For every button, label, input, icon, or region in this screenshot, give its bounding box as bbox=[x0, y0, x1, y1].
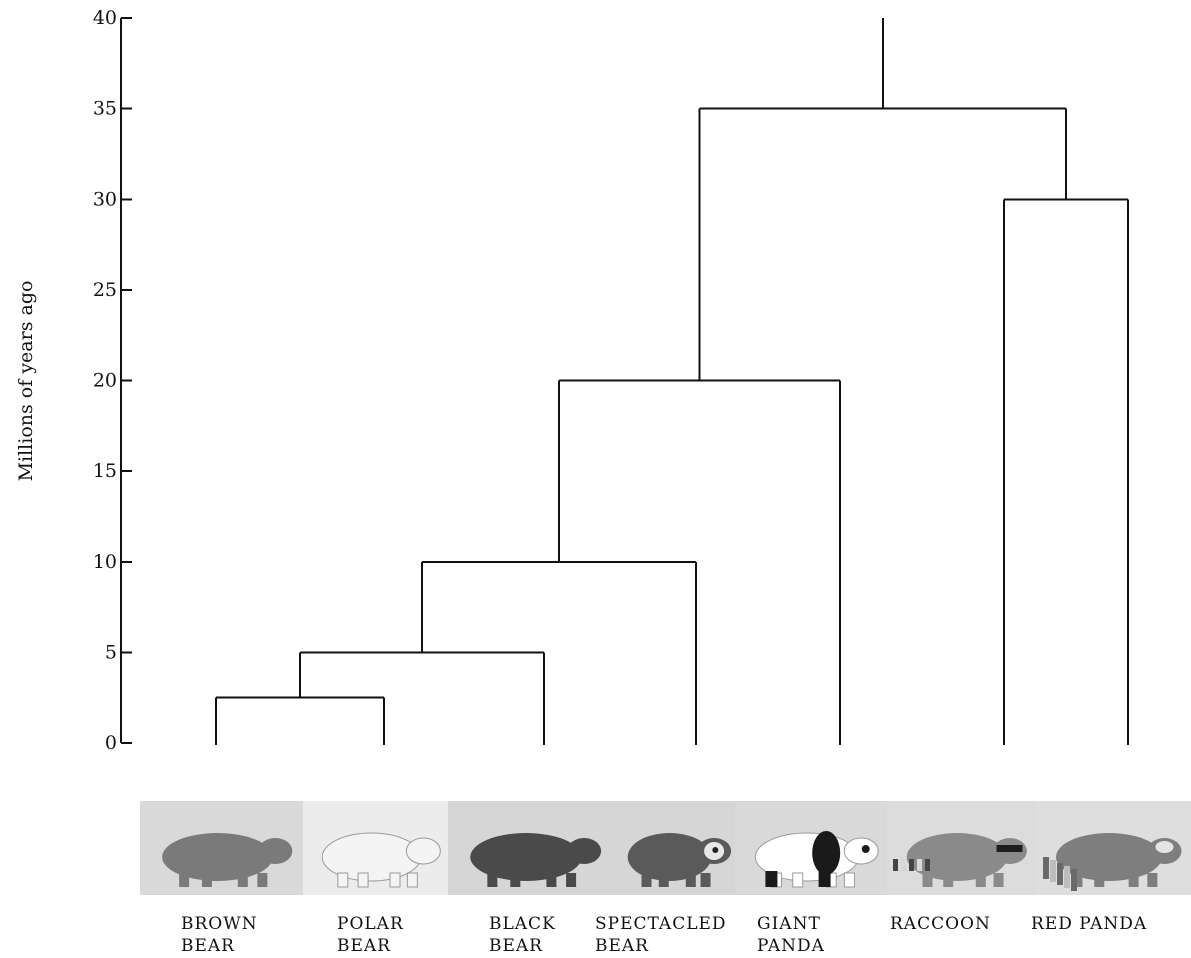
taxon-label-redpanda-line1: RED PANDA bbox=[1031, 914, 1147, 934]
taxon-label-giant-line1: GIANT bbox=[757, 914, 821, 934]
time-axis: 0 5 10 15 20 25 30 35 40 bbox=[93, 7, 132, 754]
giant-panda-icon bbox=[735, 801, 887, 895]
axis-tick-label: 40 bbox=[93, 7, 117, 29]
axis-tick-label: 25 bbox=[93, 279, 117, 301]
axis-tick-label: 35 bbox=[93, 98, 117, 120]
raccoon-icon bbox=[887, 801, 1035, 895]
taxon-label-spect-line2: BEAR bbox=[595, 936, 649, 956]
taxon-labels: BROWNBEARPOLARBEARBLACKBEARSPECTACLEDBEA… bbox=[181, 914, 1147, 956]
tree-branches bbox=[215, 18, 1129, 745]
taxon-label-black-line2: BEAR bbox=[489, 936, 543, 956]
axis-tick-label: 30 bbox=[93, 188, 117, 210]
taxon-label-polar-line1: POLAR bbox=[337, 914, 404, 934]
red-panda-icon bbox=[1035, 801, 1191, 895]
axis-title: Millions of years ago bbox=[15, 281, 37, 482]
taxon-label-giant-line2: PANDA bbox=[757, 936, 825, 956]
black-bear-icon bbox=[448, 801, 612, 895]
polar-bear-icon bbox=[303, 801, 448, 895]
spectacled-bear-icon bbox=[612, 801, 735, 895]
axis-tick-label: 10 bbox=[93, 551, 117, 573]
axis-tick-label: 5 bbox=[105, 641, 117, 663]
axis-tick-label: 20 bbox=[93, 370, 117, 392]
taxon-label-spect-line1: SPECTACLED bbox=[595, 914, 727, 934]
axis-tick-label: 15 bbox=[93, 460, 117, 482]
taxon-label-brown-line2: BEAR bbox=[181, 936, 235, 956]
taxon-label-brown-line1: BROWN bbox=[181, 914, 258, 934]
taxon-label-raccoon-line1: RACCOON bbox=[890, 914, 991, 934]
animal-image-strip bbox=[140, 801, 1191, 895]
taxon-label-polar-line2: BEAR bbox=[337, 936, 391, 956]
axis-tick-label: 0 bbox=[105, 732, 117, 754]
brown-bear-icon bbox=[140, 801, 303, 895]
taxon-label-black-line1: BLACK bbox=[489, 914, 556, 934]
